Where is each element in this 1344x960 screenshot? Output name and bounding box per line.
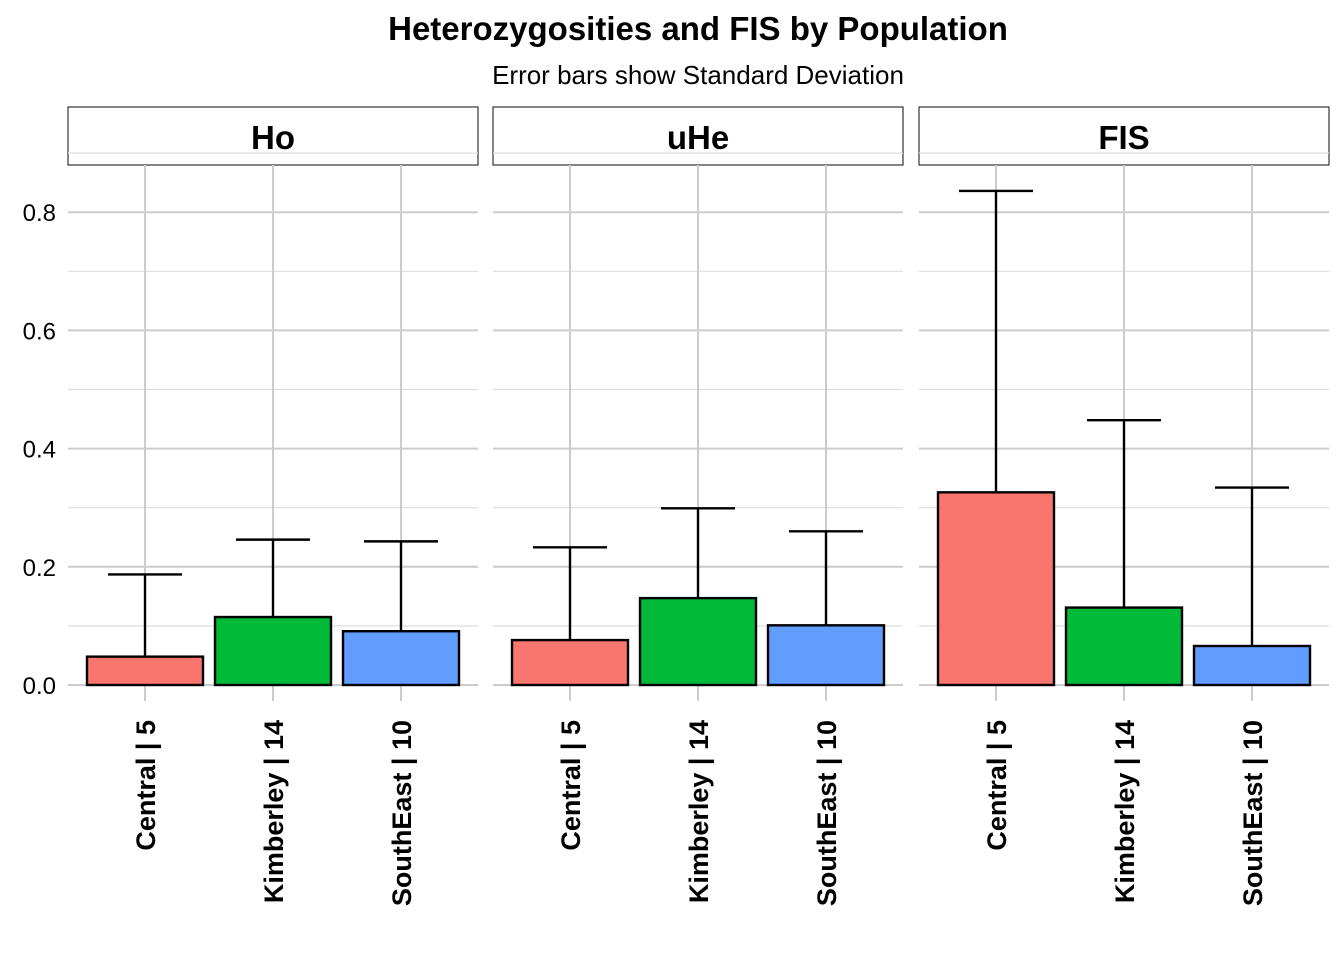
plot-area: Ho Central | 5 Kimberley | 14 SouthEast | 1…: [23, 106, 1330, 906]
x-tick-label: SouthEast | 10: [812, 720, 842, 906]
x-tick-label: Kimberley | 14: [259, 720, 289, 903]
x-tick-label: SouthEast | 10: [1238, 720, 1268, 906]
x-tick-label: Kimberley | 14: [684, 720, 714, 903]
chart-title: Heterozygosities and FIS by Population: [388, 10, 1008, 47]
x-tick-label: Central | 5: [982, 720, 1012, 851]
strip-label-fis: FIS: [1098, 119, 1149, 156]
bar-ho-0: [85, 655, 205, 687]
strip-label-uhe: uHe: [667, 119, 729, 156]
bar-fis-0: [936, 491, 1056, 687]
bar-uhe-0: [510, 638, 630, 687]
bar-uhe-2: [766, 624, 886, 687]
x-tick-label: Central | 5: [556, 720, 586, 851]
strip-uhe: [492, 106, 904, 166]
bar-ho-2: [341, 630, 461, 687]
y-tick-label: 0.0: [23, 673, 56, 700]
bar-ho-1: [213, 615, 333, 687]
x-tick-label: SouthEast | 10: [387, 720, 417, 906]
y-tick-label: 0.2: [23, 555, 56, 582]
strip-label-ho: Ho: [251, 119, 295, 156]
x-tick-label: Kimberley | 14: [1110, 720, 1140, 903]
bar-fis-1: [1064, 606, 1184, 687]
strip-fis: [918, 106, 1330, 166]
x-tick-label: Central | 5: [131, 720, 161, 851]
bar-fis-2: [1192, 644, 1312, 687]
bar-uhe-1: [638, 596, 758, 687]
y-tick-label: 0.4: [23, 437, 56, 464]
strip-ho: [67, 106, 479, 166]
y-tick-label: 0.8: [23, 200, 56, 227]
y-tick-label: 0.6: [23, 318, 56, 345]
chart-subtitle: Error bars show Standard Deviation: [492, 60, 904, 90]
